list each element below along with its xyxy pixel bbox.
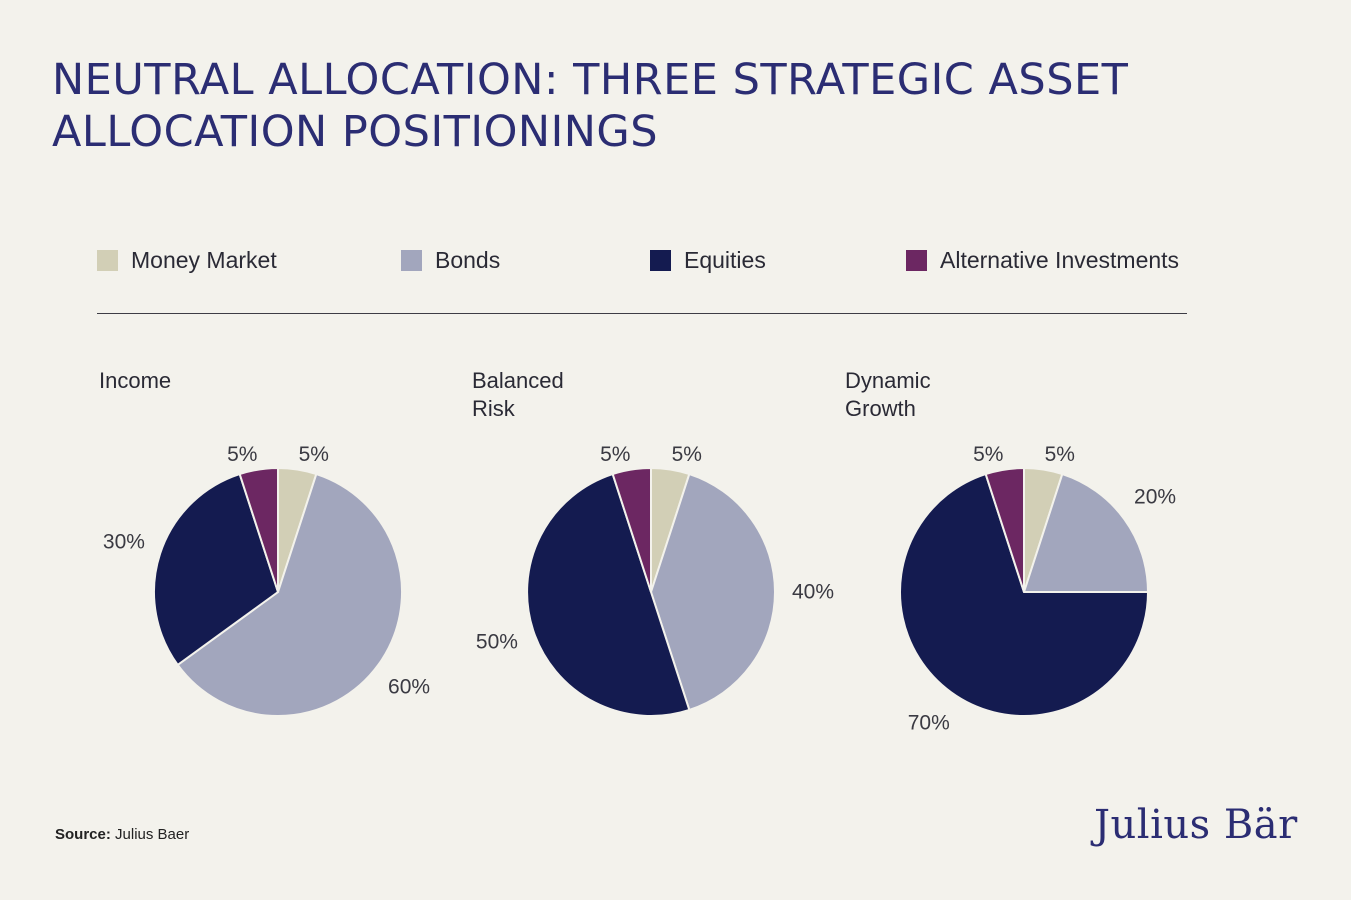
legend-label-alternative-investments: Alternative Investments <box>940 247 1180 273</box>
pie-label-bonds: 20% <box>1134 485 1176 508</box>
source-text: Julius Baer <box>115 826 190 843</box>
legend-divider <box>97 313 1187 314</box>
legend-label-equities: Equities <box>684 247 766 273</box>
pie-label-money-market: 5% <box>1045 443 1075 466</box>
pie-title-income: Income <box>99 368 172 393</box>
legend-label-bonds: Bonds <box>435 247 501 273</box>
pie-label-equities: 30% <box>103 530 145 553</box>
source-note: Source: Julius Baer <box>55 826 189 843</box>
pie-label-bonds: 40% <box>792 581 834 604</box>
legend-item-alternative-investments: Alternative Investments <box>906 247 1179 274</box>
pie-label-bonds: 60% <box>388 676 430 699</box>
pie-chart-balanced-risk: 5% 40% 50% 5% <box>476 443 834 717</box>
legend-swatch-money-market <box>97 250 118 271</box>
legend-label-money-market: Money Market <box>131 247 277 273</box>
pie-slice-bonds <box>649 472 776 712</box>
pie-slice-bonds <box>176 472 403 717</box>
legend-item-bonds: Bonds <box>401 247 500 274</box>
pie-label-equities: 70% <box>908 712 950 735</box>
pie-slice-alternative-investments <box>238 466 279 593</box>
pie-chart-dynamic-growth: 5% 20% 70% 5% <box>899 443 1176 735</box>
chart-title: NEUTRAL ALLOCATION: THREE STRATEGIC ASSE… <box>52 55 1129 157</box>
pie-label-alternative-investments: 5% <box>227 443 257 466</box>
pie-title-dynamic-growth: Dynamic Growth <box>845 368 931 421</box>
legend-item-money-market: Money Market <box>97 247 277 274</box>
pie-slice-equities <box>899 472 1150 717</box>
pie-label-equities: 50% <box>476 631 518 654</box>
pie-label-money-market: 5% <box>299 443 329 466</box>
source-label: Source: <box>55 826 111 843</box>
pie-slice-alternative-investments <box>984 466 1025 593</box>
legend-swatch-bonds <box>401 250 422 271</box>
legend-item-equities: Equities <box>650 247 766 274</box>
pie-slice-bonds <box>1022 472 1150 593</box>
legend-swatch-alternative-investments <box>906 250 927 271</box>
brand-logo: Julius Bär <box>1094 802 1298 848</box>
pie-slice-equities <box>153 472 280 667</box>
pie-slice-alternative-investments <box>611 466 652 593</box>
legend-swatch-equities <box>650 250 671 271</box>
pie-chart-income: 5% 60% 30% 5% <box>103 443 430 717</box>
pie-label-money-market: 5% <box>672 443 702 466</box>
pie-slice-equities <box>526 472 691 717</box>
pie-title-balanced-risk: Balanced Risk <box>472 368 564 421</box>
pie-label-alternative-investments: 5% <box>600 443 630 466</box>
pie-label-alternative-investments: 5% <box>973 443 1003 466</box>
